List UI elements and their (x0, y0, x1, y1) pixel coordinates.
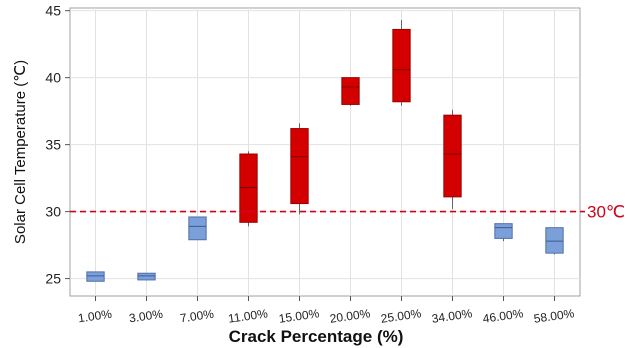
box-20-00pct (341, 77, 360, 106)
box-58-00pct (545, 227, 564, 255)
box-3-00pct (137, 272, 156, 281)
x-tick-label: 15.00% (278, 306, 321, 326)
y-tick-label: 40 (45, 70, 61, 86)
box-iqr (341, 77, 360, 105)
box-7-00pct (188, 216, 207, 241)
box-series (86, 20, 564, 282)
x-tick-label: 3.00% (128, 307, 164, 326)
box-11-00pct (239, 151, 258, 227)
box-iqr (239, 153, 258, 223)
x-tick-label: 58.00% (533, 306, 576, 326)
y-tick-label: 45 (45, 3, 61, 19)
x-axis-title: Crack Percentage (%) (229, 327, 404, 346)
x-tick-label: 7.00% (179, 307, 215, 326)
box-iqr (290, 128, 309, 205)
box-15-00pct (290, 123, 309, 215)
y-axis-ticks: 25 30 35 40 45 (45, 3, 70, 287)
box-iqr (86, 271, 105, 282)
x-tick-label: 20.00% (329, 306, 372, 326)
plot-area (69, 7, 581, 297)
box-iqr (392, 28, 411, 103)
box-iqr (545, 227, 564, 254)
y-tick-label: 25 (45, 271, 61, 287)
x-tick-label: 46.00% (482, 306, 525, 326)
y-tick-label: 35 (45, 137, 61, 153)
x-tick-label: 1.00% (77, 307, 113, 326)
x-tick-label: 11.00% (227, 306, 269, 325)
x-tick-label: 34.00% (431, 306, 474, 326)
box-iqr (188, 216, 207, 241)
box-1-00pct (86, 271, 105, 282)
box-iqr (137, 272, 156, 281)
box-25-00pct (392, 20, 411, 106)
reference-line-label: 30℃ (587, 203, 625, 222)
x-axis-ticks: 1.00% 3.00% 7.00% 11.00% 15.00% 20.00% 25.00% 3… (77, 296, 575, 326)
y-axis-title: Solar Cell Temperature (℃) (12, 60, 29, 244)
box-iqr (494, 223, 513, 239)
y-tick-label: 30 (45, 204, 61, 220)
box-34-00pct (443, 109, 462, 209)
box-iqr (443, 114, 462, 198)
box-46-00pct (494, 223, 513, 242)
x-tick-label: 25.00% (380, 306, 423, 326)
